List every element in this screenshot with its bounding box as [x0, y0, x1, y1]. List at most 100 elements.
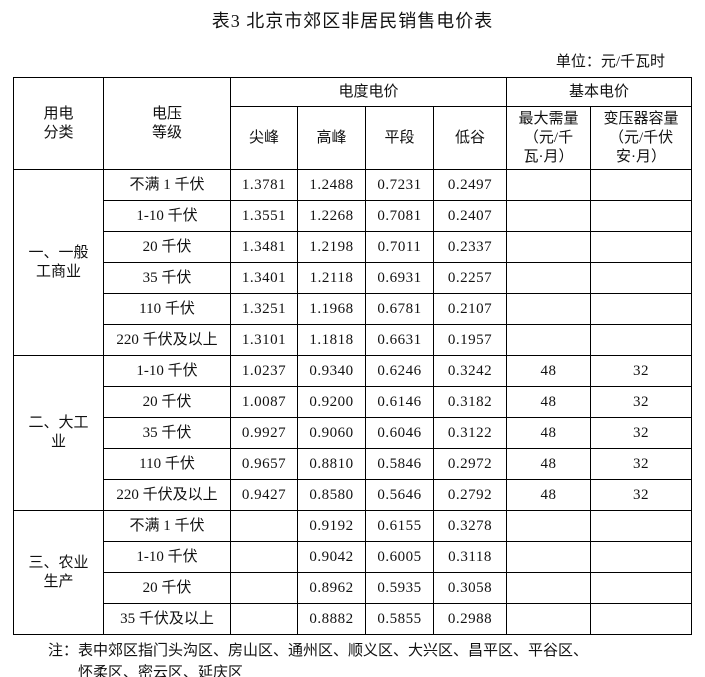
- price-cell: 0.6631: [365, 324, 434, 356]
- price-cell: 1.1968: [297, 293, 366, 325]
- header-row-sub: 尖峰 高峰 平段 低谷 最大需量 （元/千 瓦·月） 变压器容量 （元/千伏 安…: [14, 106, 693, 170]
- price-cell: 0.3118: [432, 541, 508, 573]
- price-cell: 1.3251: [230, 293, 298, 325]
- price-cell: 0.2107: [432, 293, 508, 325]
- price-cell: 0.3182: [432, 386, 508, 418]
- price-cell: 32: [590, 386, 693, 418]
- voltage-cell: 35 千伏及以上: [103, 603, 231, 635]
- voltage-cell: 35 千伏: [103, 262, 231, 294]
- voltage-cell: 35 千伏: [103, 417, 231, 449]
- price-cell: 0.9060: [297, 417, 366, 449]
- price-table: 用电 分类 电压 等级 电度电价 基本电价 尖峰 高峰 平段 低谷 最大需量 （…: [13, 77, 693, 635]
- voltage-cell: 20 千伏: [103, 231, 231, 263]
- price-cell: [590, 200, 693, 232]
- price-cell: 1.3781: [230, 169, 298, 201]
- table-row: 35 千伏 1.3401 1.2118 0.6931 0.2257: [14, 262, 693, 294]
- price-cell: 1.2118: [297, 262, 366, 294]
- page-title: 表3 北京市郊区非居民销售电价表: [211, 11, 494, 31]
- price-cell: 48: [506, 386, 592, 418]
- price-cell: [506, 603, 592, 635]
- price-cell: 0.6155: [365, 510, 434, 542]
- price-cell: 0.9427: [230, 479, 298, 511]
- price-cell: 1.2488: [297, 169, 366, 201]
- voltage-cell: 110 千伏: [103, 448, 231, 480]
- voltage-cell: 1-10 千伏: [103, 200, 231, 232]
- price-cell: [506, 324, 592, 356]
- price-cell: [506, 200, 592, 232]
- price-cell: 0.7081: [365, 200, 434, 232]
- header-transformer-capacity: 变压器容量 （元/千伏 安·月）: [590, 106, 693, 170]
- price-cell: 1.2268: [297, 200, 366, 232]
- price-cell: [590, 572, 693, 604]
- price-cell: [506, 231, 592, 263]
- price-cell: [590, 293, 693, 325]
- voltage-cell: 1-10 千伏: [103, 541, 231, 573]
- table-row: 1-10 千伏 0.9042 0.6005 0.3118: [14, 541, 693, 573]
- price-cell: 0.6781: [365, 293, 434, 325]
- price-cell: 0.2337: [432, 231, 508, 263]
- price-cell: [590, 541, 693, 573]
- price-cell: [506, 293, 592, 325]
- price-cell: [506, 541, 592, 573]
- price-cell: [506, 262, 592, 294]
- header-valley: 低谷: [432, 106, 508, 170]
- category-cell: 一、一般 工商业: [13, 169, 104, 356]
- voltage-cell: 220 千伏及以上: [103, 479, 231, 511]
- price-cell: 0.9042: [297, 541, 366, 573]
- price-cell: 1.3481: [230, 231, 298, 263]
- footnote: 注：表中郊区指门头沟区、房山区、通州区、顺义区、大兴区、昌平区、平谷区、 怀柔区…: [48, 643, 589, 677]
- price-cell: 1.0087: [230, 386, 298, 418]
- price-cell: [230, 603, 298, 635]
- price-cell: 0.6046: [365, 417, 434, 449]
- price-cell: 1.1818: [297, 324, 366, 356]
- price-cell: 1.3101: [230, 324, 298, 356]
- price-cell: 0.5646: [365, 479, 434, 511]
- price-cell: [590, 169, 693, 201]
- voltage-cell: 20 千伏: [103, 572, 231, 604]
- price-cell: [506, 169, 592, 201]
- price-cell: 0.9657: [230, 448, 298, 480]
- price-cell: 0.2792: [432, 479, 508, 511]
- table-row: 1-10 千伏 1.3551 1.2268 0.7081 0.2407: [14, 200, 693, 232]
- price-cell: [590, 262, 693, 294]
- price-cell: [506, 510, 592, 542]
- price-cell: 0.8810: [297, 448, 366, 480]
- price-cell: 32: [590, 355, 693, 387]
- voltage-cell: 220 千伏及以上: [103, 324, 231, 356]
- price-cell: 0.8882: [297, 603, 366, 635]
- price-cell: 0.2407: [432, 200, 508, 232]
- price-cell: 0.7011: [365, 231, 434, 263]
- header-sharp-peak: 尖峰: [230, 106, 298, 170]
- header-basic-price-group: 基本电价: [506, 77, 693, 107]
- table-row: 20 千伏 1.3481 1.2198 0.7011 0.2337: [14, 231, 693, 263]
- header-energy-price-group: 电度电价: [229, 77, 508, 107]
- price-cell: 48: [506, 479, 592, 511]
- header-usage-category: 用电 分类: [13, 77, 104, 170]
- price-table-body: 用电 分类 电压 等级 电度电价 基本电价 尖峰 高峰 平段 低谷 最大需量 （…: [13, 77, 693, 635]
- header-max-demand: 最大需量 （元/千 瓦·月）: [506, 106, 592, 170]
- price-cell: 48: [506, 355, 592, 387]
- category-cell: 二、大工 业: [13, 355, 104, 511]
- table-row: 35 千伏 0.9927 0.9060 0.6046 0.3122 48 32: [14, 417, 693, 449]
- price-cell: 0.5855: [365, 603, 434, 635]
- voltage-cell: 20 千伏: [103, 386, 231, 418]
- header-flat: 平段: [365, 106, 434, 170]
- unit-label: 单位：元/千瓦时: [555, 54, 665, 70]
- table-row: 110 千伏 0.9657 0.8810 0.5846 0.2972 48 32: [14, 448, 693, 480]
- table-row: 220 千伏及以上 0.9427 0.8580 0.5646 0.2792 48 32: [14, 479, 693, 511]
- price-cell: 0.6246: [365, 355, 434, 387]
- header-voltage-level: 电压 等级: [103, 77, 231, 170]
- price-cell: [590, 603, 693, 635]
- price-cell: 0.2972: [432, 448, 508, 480]
- price-cell: 0.3058: [432, 572, 508, 604]
- table-row: 220 千伏及以上 1.3101 1.1818 0.6631 0.1957: [14, 324, 693, 356]
- table-row: 三、农业 生产 不满 1 千伏 0.9192 0.6155 0.3278: [13, 510, 693, 635]
- price-cell: 0.3122: [432, 417, 508, 449]
- price-cell: 0.6931: [365, 262, 434, 294]
- table-row: 二、大工 业 1-10 千伏 1.0237 0.9340 0.6246 0.3242 48 3…: [13, 355, 693, 511]
- table-row: 20 千伏 0.8962 0.5935 0.3058: [14, 572, 693, 604]
- table-row: 35 千伏及以上 0.8882 0.5855 0.2988: [14, 603, 693, 635]
- price-cell: 32: [590, 417, 693, 449]
- table-row: 110 千伏 1.3251 1.1968 0.6781 0.2107: [14, 293, 693, 325]
- voltage-cell: 1-10 千伏: [103, 355, 231, 387]
